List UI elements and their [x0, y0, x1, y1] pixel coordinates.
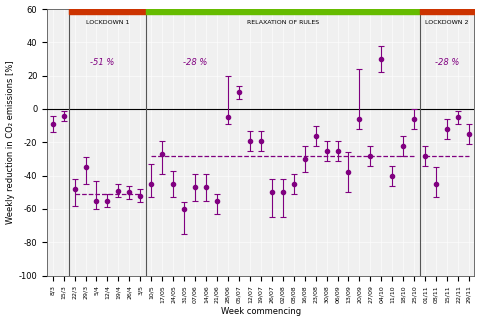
Text: LOCKDOWN 2: LOCKDOWN 2	[425, 20, 469, 25]
X-axis label: Week commencing: Week commencing	[221, 308, 301, 317]
Text: -28 %: -28 %	[435, 58, 459, 67]
Text: LOCKDOWN 1: LOCKDOWN 1	[86, 20, 129, 25]
Y-axis label: Weekly reduction in CO₂ emissions [%]: Weekly reduction in CO₂ emissions [%]	[6, 61, 14, 224]
Text: -28 %: -28 %	[183, 58, 207, 67]
Text: RELAXATION OF RULES: RELAXATION OF RULES	[247, 20, 319, 25]
Text: -51 %: -51 %	[90, 58, 114, 67]
